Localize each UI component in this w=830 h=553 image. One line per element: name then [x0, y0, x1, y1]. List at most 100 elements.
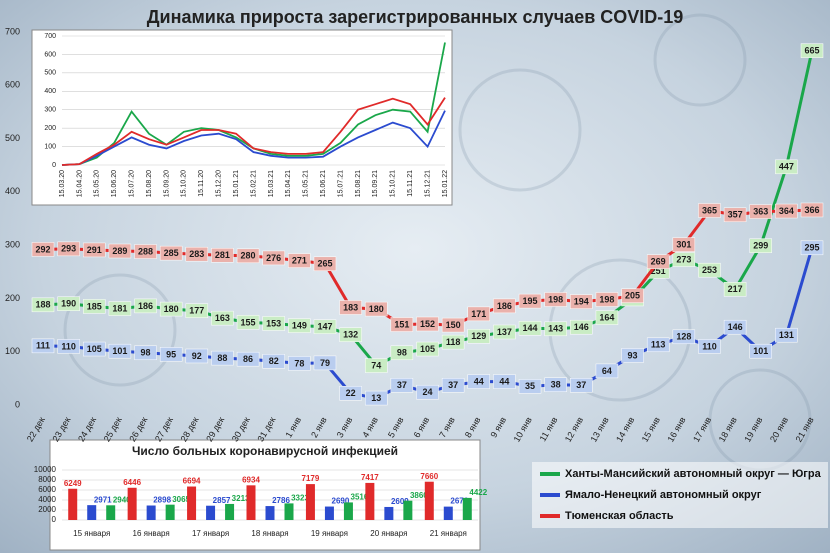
value-label-bg	[441, 317, 465, 333]
value-label: 186	[138, 301, 153, 311]
value-label: 285	[164, 248, 179, 258]
value-label-bg	[595, 363, 619, 379]
value-label: 144	[523, 323, 538, 333]
value-label-bg	[262, 354, 285, 369]
y-tick-label: 500	[5, 133, 20, 143]
value-label: 44	[499, 376, 509, 386]
value-label: 2857	[213, 496, 231, 505]
value-label: 2898	[153, 496, 171, 505]
value-label: 289	[112, 246, 127, 256]
bar	[384, 506, 394, 520]
value-label: 95	[166, 349, 176, 359]
value-label: 295	[804, 243, 819, 253]
y-tick-label: 10000	[34, 465, 57, 474]
value-label: 366	[804, 205, 819, 215]
bar	[246, 485, 256, 520]
value-label: 146	[728, 322, 743, 332]
y-tick-label: 100	[5, 346, 20, 356]
value-label: 7660	[420, 472, 438, 481]
value-label-bg	[698, 203, 721, 218]
value-label: 447	[779, 162, 794, 172]
bar	[462, 497, 472, 520]
value-label-bg	[544, 292, 567, 307]
value-label: 164	[599, 312, 614, 322]
x-tick-label: 20 января	[370, 529, 407, 538]
value-label: 163	[215, 313, 230, 323]
value-label: 271	[292, 255, 307, 265]
value-label: 3213	[232, 494, 250, 503]
value-label-bg	[749, 204, 772, 219]
value-label: 185	[87, 301, 102, 311]
value-label: 2940	[113, 495, 131, 504]
x-tick-label: 15.08.20	[146, 170, 153, 197]
value-label-bg	[134, 244, 157, 259]
value-label: 280	[241, 251, 256, 261]
series-line	[61, 97, 446, 166]
x-tick-label: 15.07.21	[337, 170, 344, 197]
x-tick-label: 15.10.21	[390, 170, 397, 197]
value-label-bg	[57, 241, 80, 257]
value-label: 181	[112, 303, 127, 313]
value-label-bg	[288, 318, 311, 333]
value-label-bg	[31, 242, 55, 257]
value-label-bg	[570, 294, 593, 309]
value-label-bg	[211, 248, 234, 263]
value-label-bg	[390, 345, 414, 361]
value-label-bg	[108, 301, 132, 316]
value-label: 110	[61, 341, 76, 351]
value-label-bg	[313, 355, 337, 371]
value-label: 357	[728, 210, 743, 220]
value-label-bg	[262, 250, 285, 266]
value-label-bg	[493, 374, 516, 389]
value-label: 64	[602, 366, 612, 376]
x-tick-label: 15.09.20	[163, 170, 170, 197]
value-label: 288	[138, 246, 153, 256]
y-tick-label: 0	[15, 399, 20, 409]
value-label-bg	[339, 386, 362, 401]
value-label-bg	[83, 341, 106, 357]
y-tick-label: 6000	[38, 485, 56, 494]
y-tick-label: 400	[44, 88, 56, 95]
value-label: 24	[422, 387, 432, 397]
value-label-bg	[775, 159, 798, 175]
value-label-bg	[698, 262, 721, 278]
value-label: 44	[474, 376, 484, 386]
y-tick-label: 400	[5, 186, 20, 196]
value-label: 188	[35, 300, 50, 310]
value-label-bg	[31, 297, 55, 313]
value-label-bg	[467, 306, 491, 322]
value-label: 132	[343, 330, 358, 340]
value-label-bg	[159, 245, 183, 261]
value-label: 195	[523, 296, 538, 306]
value-label: 92	[192, 351, 202, 361]
bar	[284, 503, 294, 520]
value-label-bg	[749, 343, 772, 359]
value-label-bg	[646, 337, 670, 353]
value-label-bg	[723, 319, 747, 335]
x-tick-label: 15.01.21	[233, 170, 240, 197]
x-tick-label: 15.02.21	[250, 170, 257, 197]
value-label: 155	[241, 317, 256, 327]
bar	[187, 486, 197, 520]
value-label: 283	[189, 249, 204, 259]
value-label: 79	[320, 358, 330, 368]
y-tick-label: 200	[5, 293, 20, 303]
value-label-bg	[570, 378, 593, 393]
bar	[403, 500, 413, 520]
value-label: 2690	[332, 497, 350, 506]
x-tick-label: 15.04.20	[76, 170, 83, 197]
bar-title: Число больных коронавирусной инфекцией	[132, 444, 398, 458]
value-label-bg	[31, 338, 55, 354]
value-label: 37	[576, 380, 586, 390]
value-label: 3516	[351, 493, 369, 502]
x-tick-label: 16 января	[133, 529, 170, 538]
value-label: 105	[420, 344, 435, 354]
value-label: 205	[625, 291, 640, 301]
value-label: 2971	[94, 495, 112, 504]
value-label: 143	[548, 324, 563, 334]
value-label-bg	[518, 379, 542, 394]
value-label-bg	[83, 299, 106, 314]
value-label-bg	[775, 203, 798, 219]
